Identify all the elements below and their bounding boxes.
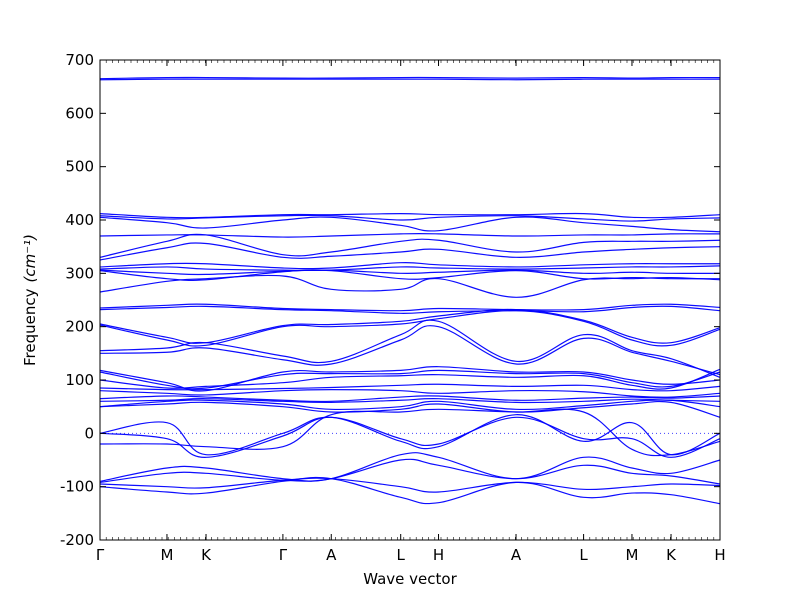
- band-line-32: [99, 458, 721, 485]
- band-line-22: [99, 383, 721, 392]
- band-line-14: [99, 305, 721, 314]
- x-tick-label-8: L: [579, 546, 588, 564]
- x-tick-label-10: K: [666, 546, 677, 564]
- band-line-31: [99, 452, 721, 482]
- band-line-27: [99, 400, 721, 418]
- band-line-25: [99, 397, 721, 404]
- x-tick-label-11: H: [714, 546, 725, 564]
- band-line-23: [99, 389, 721, 398]
- y-axis-title-unit: (cm⁻¹): [21, 234, 39, 283]
- y-tick-label-0: -200: [60, 531, 94, 549]
- x-tick-label-6: H: [433, 546, 444, 564]
- band-line-28: [99, 414, 721, 456]
- y-tick-label-1: -100: [60, 478, 94, 496]
- band-line-16: [99, 310, 721, 347]
- band-line-9: [99, 265, 721, 272]
- x-tick-label-0: Γ: [96, 546, 105, 564]
- x-tick-label-7: A: [511, 546, 522, 564]
- band-line-29: [99, 416, 721, 458]
- y-tick-label-7: 500: [65, 158, 94, 176]
- band-line-13: [99, 303, 721, 312]
- band-line-1: [99, 78, 720, 81]
- x-tick-label-9: M: [625, 546, 638, 564]
- band-line-12: [99, 274, 721, 298]
- x-tick-label-3: Γ: [279, 546, 288, 564]
- band-line-24: [99, 395, 721, 403]
- band-line-17: [99, 319, 721, 378]
- band-line-19: [99, 366, 721, 392]
- y-axis-title: Frequency (cm⁻¹): [21, 234, 39, 366]
- band-line-30: [99, 408, 721, 457]
- band-line-10: [99, 269, 721, 276]
- y-tick-label-8: 600: [65, 104, 94, 122]
- band-line-7: [99, 242, 721, 261]
- band-line-15: [99, 308, 721, 344]
- band-line-26: [99, 399, 721, 411]
- band-line-6: [99, 233, 721, 258]
- band-line-34: [99, 476, 721, 505]
- y-tick-label-5: 300: [65, 264, 94, 282]
- band-layer: [99, 76, 721, 505]
- y-axis-title-text: Frequency: [21, 288, 39, 366]
- y-tick-label-4: 200: [65, 318, 94, 336]
- x-tick-label-4: A: [326, 546, 337, 564]
- band-line-20: [99, 369, 721, 390]
- x-axis-title: Wave vector: [363, 570, 457, 588]
- band-line-0: [99, 76, 721, 80]
- band-line-21: [99, 368, 721, 390]
- y-tick-label-2: 0: [84, 424, 94, 442]
- y-tick-label-6: 400: [65, 211, 94, 229]
- y-tick-label-9: 700: [65, 51, 94, 69]
- x-tick-label-2: K: [201, 546, 212, 564]
- band-line-11: [99, 269, 721, 281]
- plot-frame: [99, 59, 721, 541]
- tick-layer: Γ M K Γ A L H A L M K H -200 -100 0 100 200 300 400 500 600 7…: [60, 51, 726, 564]
- y-tick-label-3: 100: [65, 371, 94, 389]
- band-line-4: [99, 216, 721, 233]
- band-line-3: [99, 214, 721, 222]
- band-line-33: [99, 477, 721, 493]
- x-tick-label-1: M: [160, 546, 173, 564]
- band-line-8: [99, 261, 720, 270]
- x-tick-label-5: L: [397, 546, 406, 564]
- band-line-18: [99, 325, 721, 376]
